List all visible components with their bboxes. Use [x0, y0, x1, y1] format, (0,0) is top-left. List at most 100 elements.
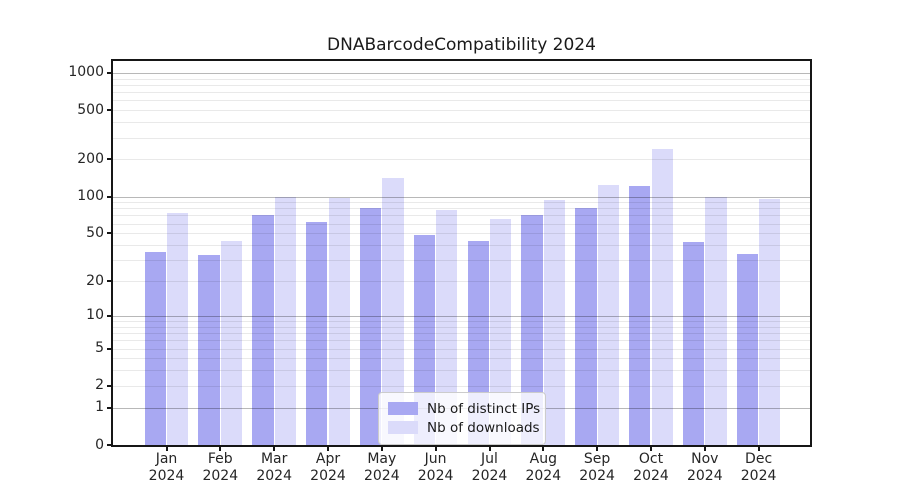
gridline-minor	[113, 110, 810, 112]
y-tick-label-100: 100	[77, 188, 104, 204]
bar-distinct-ips-jan	[144, 252, 166, 445]
x-tick-label-nov: Nov 2024	[686, 451, 723, 484]
legend-swatch-distinct-ips	[388, 402, 418, 415]
y-tick-mark	[107, 232, 113, 235]
gridline-minor	[113, 122, 810, 124]
bar-downloads-nov	[705, 196, 727, 445]
gridline-minor	[113, 281, 810, 282]
gridline-minor	[113, 223, 810, 225]
gridline-major	[113, 196, 810, 198]
bar-distinct-ips-apr	[306, 221, 328, 445]
bar-distinct-ips-dec	[736, 253, 759, 445]
gridline-minor	[113, 358, 810, 360]
legend-label-distinct-ips: Nb of distinct IPs	[427, 400, 541, 417]
y-tick-mark	[107, 406, 113, 409]
gridline-minor	[113, 208, 810, 210]
bar-downloads-dec	[759, 199, 781, 445]
gridline-minor	[113, 84, 810, 86]
x-tick-label-dec: Dec 2024	[740, 451, 777, 484]
gridline-minor	[113, 370, 810, 372]
y-tick-mark	[107, 71, 113, 74]
plot-area: Nb of distinct IPs Nb of downloads	[111, 59, 812, 447]
x-tick-label-mar: Mar 2024	[256, 451, 292, 484]
bar-downloads-jun	[436, 210, 458, 445]
gridline-major	[113, 72, 810, 74]
x-tick-label-oct: Oct 2024	[633, 451, 669, 484]
gridline-minor	[113, 245, 810, 246]
y-tick-mark	[107, 280, 113, 282]
legend-label-downloads: Nb of downloads	[427, 419, 540, 436]
legend-item-distinct-ips: Nb of distinct IPs	[388, 400, 540, 417]
gridline-minor	[113, 340, 810, 342]
y-tick-label-200: 200	[77, 150, 104, 167]
bar-distinct-ips-feb	[198, 255, 220, 445]
x-tick-label-jan: Jan 2024	[148, 451, 185, 484]
x-tick-mark	[219, 445, 222, 451]
gridline-major	[113, 315, 810, 317]
x-tick-mark	[650, 445, 652, 451]
x-tick-label-aug: Aug 2024	[525, 451, 562, 484]
gridline-minor	[113, 100, 810, 102]
bar-downloads-oct	[651, 149, 673, 445]
y-tick-label-50: 50	[86, 224, 104, 241]
y-tick-mark	[107, 195, 113, 198]
x-tick-label-sep: Sep 2024	[579, 451, 615, 484]
x-tick-mark	[757, 445, 760, 451]
x-tick-mark	[380, 445, 383, 451]
y-tick-mark	[107, 347, 113, 350]
bar-distinct-ips-may	[359, 208, 382, 445]
gridline-minor	[113, 260, 810, 262]
y-tick-mark	[107, 384, 113, 387]
legend-item-downloads: Nb of downloads	[388, 419, 540, 436]
bar-downloads-feb	[220, 241, 243, 445]
y-tick-label-10: 10	[86, 307, 104, 324]
x-tick-label-may: May 2024	[363, 451, 400, 484]
chart-title: DNABarcodeCompatibility 2024	[327, 35, 596, 55]
gridline-minor	[113, 137, 810, 139]
bar-distinct-ips-sep	[575, 208, 597, 445]
x-tick-mark	[434, 445, 437, 451]
gridline-minor	[113, 333, 810, 334]
x-tick-mark	[703, 445, 706, 451]
y-tick-label-20: 20	[86, 272, 104, 289]
x-tick-label-jul: Jul 2024	[471, 451, 508, 484]
x-tick-mark	[327, 445, 329, 451]
x-tick-label-jun: Jun 2024	[417, 451, 454, 484]
bar-distinct-ips-mar	[252, 215, 274, 445]
y-tick-mark	[107, 109, 113, 112]
bar-downloads-jul	[490, 219, 512, 445]
y-tick-mark	[107, 444, 113, 446]
bar-downloads-jan	[167, 213, 189, 445]
gridline-minor	[113, 159, 810, 161]
bar-downloads-sep	[597, 185, 619, 445]
gridline-minor	[113, 385, 810, 387]
gridline-minor	[113, 326, 810, 328]
x-tick-label-feb: Feb 2024	[202, 451, 239, 484]
gridline-minor	[113, 78, 810, 80]
x-tick-mark	[165, 445, 168, 451]
legend-swatch-downloads	[388, 421, 418, 434]
bar-distinct-ips-oct	[629, 186, 651, 445]
gridline-minor	[113, 321, 810, 322]
bar-downloads-mar	[274, 196, 297, 445]
y-tick-mark	[107, 158, 113, 161]
x-tick-mark	[542, 445, 545, 451]
y-tick-label-2: 2	[95, 377, 104, 394]
gridline-minor	[113, 348, 810, 350]
bar-downloads-may	[382, 177, 404, 445]
y-tick-mark	[107, 314, 113, 317]
bar-downloads-apr	[328, 198, 350, 445]
gridline-minor	[113, 92, 810, 94]
y-tick-label-1000: 1000	[68, 64, 104, 81]
gridline-minor	[113, 233, 810, 235]
x-tick-mark	[596, 445, 599, 451]
y-tick-label-5: 5	[95, 340, 104, 356]
bar-distinct-ips-nov	[682, 242, 705, 445]
bar-downloads-aug	[543, 200, 566, 445]
x-tick-mark	[273, 445, 276, 451]
bar-distinct-ips-aug	[521, 215, 543, 445]
x-tick-mark	[488, 445, 491, 451]
y-tick-label-0: 0	[95, 436, 104, 453]
x-tick-label-apr: Apr 2024	[310, 451, 346, 484]
